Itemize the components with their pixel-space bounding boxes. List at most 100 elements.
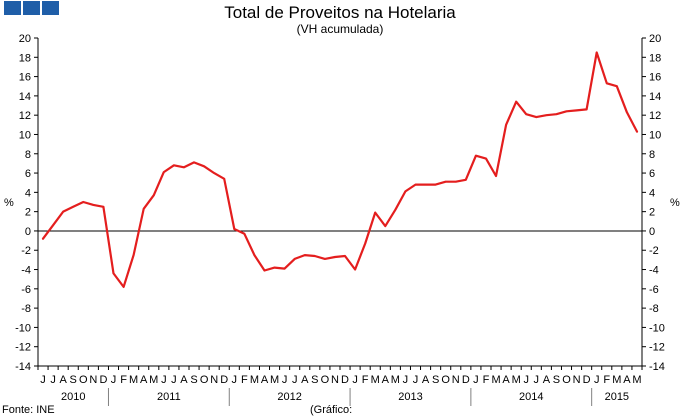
y-tick-label-right: 16	[649, 72, 661, 84]
year-label: 2011	[157, 391, 181, 403]
month-label: S	[311, 374, 318, 386]
month-label: A	[301, 374, 309, 386]
month-label: F	[483, 374, 490, 386]
month-label: M	[512, 374, 521, 386]
y-tick-label-left: 18	[19, 52, 31, 64]
y-tick-label-right: 6	[649, 168, 655, 180]
month-label: J	[232, 374, 238, 386]
y-tick-label-left: 16	[19, 72, 31, 84]
y-tick-label-right: 0	[649, 226, 655, 238]
month-label: M	[491, 374, 500, 386]
y-tick-label-right: -10	[649, 322, 665, 334]
y-tick-label-left: -12	[15, 342, 31, 354]
y-tick-label-right: 20	[649, 33, 661, 45]
month-label: J	[50, 374, 56, 386]
logo-square-2	[23, 1, 40, 15]
month-label: J	[40, 374, 46, 386]
chart-subtitle: (VH acumulada)	[296, 22, 384, 36]
month-label: M	[270, 374, 279, 386]
y-tick-label-left: -14	[15, 361, 31, 373]
y-tick-label-left: 0	[25, 226, 31, 238]
month-label: J	[403, 374, 409, 386]
y-tick-label-left: 2	[25, 207, 31, 219]
month-label: A	[261, 374, 269, 386]
month-label: F	[603, 374, 610, 386]
y-tick-label-right: -8	[649, 303, 659, 315]
month-label: J	[111, 374, 117, 386]
y-tick-label-left: 4	[25, 187, 31, 199]
y-axis-label-left: %	[4, 197, 14, 209]
y-tick-label-left: 10	[19, 129, 31, 141]
month-label: A	[140, 374, 148, 386]
y-tick-label-left: -6	[21, 284, 31, 296]
y-tick-label-left: 12	[19, 110, 31, 122]
month-label: N	[89, 374, 97, 386]
y-tick-label-left: -4	[21, 265, 31, 277]
y-tick-label-right: 12	[649, 110, 661, 122]
month-label: J	[473, 374, 479, 386]
month-label: M	[149, 374, 158, 386]
month-label: M	[371, 374, 380, 386]
year-label: 2015	[605, 391, 629, 403]
month-label: J	[413, 374, 419, 386]
month-label: F	[120, 374, 127, 386]
logo-square-3	[42, 1, 59, 15]
y-tick-label-left: -10	[15, 322, 31, 334]
y-axis-label-right: %	[670, 197, 680, 209]
month-label: S	[432, 374, 439, 386]
y-tick-label-right: 8	[649, 149, 655, 161]
month-label: N	[210, 374, 218, 386]
month-label: O	[441, 374, 450, 386]
y-tick-label-right: 2	[649, 207, 655, 219]
month-label: N	[452, 374, 460, 386]
y-tick-label-left: 8	[25, 149, 31, 161]
y-tick-label-left: 6	[25, 168, 31, 180]
month-label: A	[422, 374, 430, 386]
graphic-note: (Gráfico:	[310, 404, 353, 416]
y-tick-label-right: -4	[649, 265, 659, 277]
month-label: M	[250, 374, 259, 386]
month-label: S	[70, 374, 77, 386]
y-tick-label-left: 14	[19, 91, 31, 103]
month-label: M	[129, 374, 138, 386]
year-label: 2012	[277, 391, 301, 403]
month-label: D	[341, 374, 349, 386]
y-tick-label-left: -2	[21, 245, 31, 257]
month-label: N	[573, 374, 581, 386]
y-tick-label-right: 14	[649, 91, 661, 103]
logo	[4, 1, 59, 15]
month-label: J	[534, 374, 540, 386]
month-label: A	[623, 374, 631, 386]
month-label: A	[543, 374, 551, 386]
year-label: 2014	[519, 391, 543, 403]
month-label: J	[594, 374, 600, 386]
y-tick-label-right: -12	[649, 342, 665, 354]
month-label: J	[352, 374, 358, 386]
month-label: N	[331, 374, 339, 386]
month-label: O	[321, 374, 330, 386]
y-tick-label-left: 20	[19, 33, 31, 45]
year-label: 2013	[398, 391, 422, 403]
month-label: F	[241, 374, 248, 386]
month-label: A	[59, 374, 67, 386]
month-label: F	[362, 374, 369, 386]
month-label: D	[462, 374, 470, 386]
source-note: Fonte: INE	[2, 404, 55, 416]
month-label: M	[612, 374, 621, 386]
y-tick-label-right: -6	[649, 284, 659, 296]
month-label: J	[171, 374, 177, 386]
month-label: S	[553, 374, 560, 386]
y-tick-label-right: 18	[649, 52, 661, 64]
series-line	[41, 51, 639, 288]
year-label: 2010	[61, 391, 85, 403]
month-label: J	[161, 374, 167, 386]
month-label: O	[79, 374, 88, 386]
y-tick-label-right: 10	[649, 129, 661, 141]
month-label: A	[382, 374, 390, 386]
month-label: A	[180, 374, 188, 386]
month-label: S	[190, 374, 197, 386]
month-label: D	[220, 374, 228, 386]
month-label: A	[502, 374, 510, 386]
y-tick-label-right: -14	[649, 361, 665, 373]
